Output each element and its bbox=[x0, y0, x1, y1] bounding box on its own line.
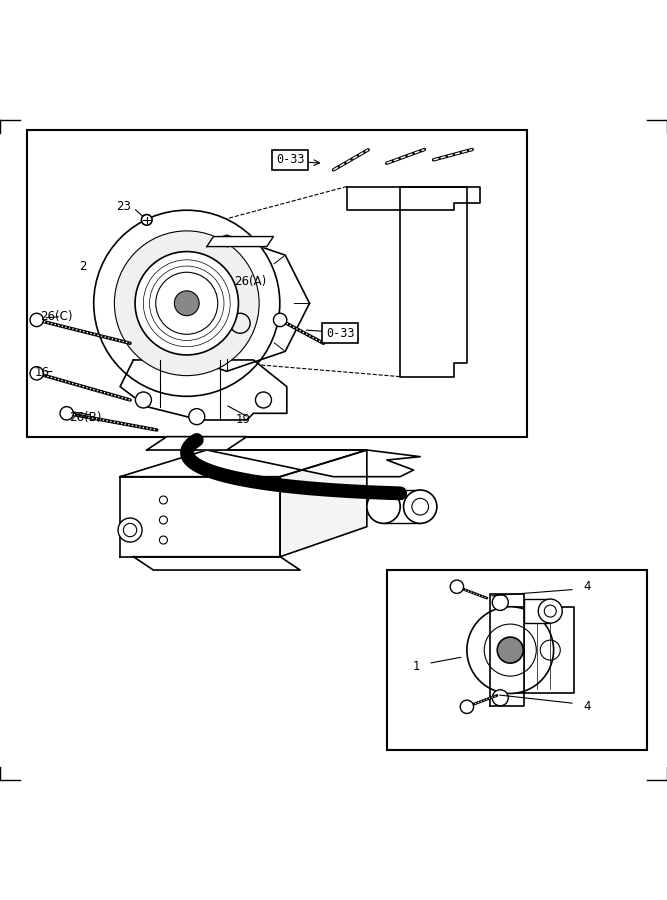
Text: 4: 4 bbox=[583, 700, 591, 714]
Circle shape bbox=[460, 700, 474, 714]
Bar bbox=[524, 599, 550, 623]
Polygon shape bbox=[400, 186, 467, 376]
Circle shape bbox=[93, 211, 280, 396]
Circle shape bbox=[141, 214, 152, 225]
Circle shape bbox=[538, 599, 562, 623]
Text: 1: 1 bbox=[413, 661, 421, 673]
Circle shape bbox=[118, 518, 142, 542]
Text: 19: 19 bbox=[236, 413, 251, 427]
Circle shape bbox=[450, 580, 464, 593]
Text: 26(A): 26(A) bbox=[234, 275, 266, 288]
Polygon shape bbox=[120, 450, 367, 477]
Circle shape bbox=[189, 409, 205, 425]
Circle shape bbox=[273, 313, 287, 327]
Text: 2: 2 bbox=[79, 260, 87, 273]
Polygon shape bbox=[144, 235, 309, 372]
Bar bbox=[27, 130, 527, 436]
Circle shape bbox=[30, 313, 43, 327]
Circle shape bbox=[255, 392, 271, 408]
Text: 16: 16 bbox=[35, 366, 49, 379]
Text: 4: 4 bbox=[583, 580, 591, 593]
Circle shape bbox=[135, 252, 239, 355]
Polygon shape bbox=[207, 450, 420, 477]
Text: 26(B): 26(B) bbox=[69, 411, 101, 425]
Circle shape bbox=[404, 490, 437, 524]
Polygon shape bbox=[207, 237, 273, 247]
Circle shape bbox=[135, 392, 151, 408]
Circle shape bbox=[174, 291, 199, 316]
Circle shape bbox=[30, 366, 43, 380]
Circle shape bbox=[467, 607, 554, 694]
Polygon shape bbox=[280, 450, 367, 557]
Circle shape bbox=[155, 272, 217, 334]
Text: 23: 23 bbox=[116, 200, 131, 213]
Circle shape bbox=[159, 516, 167, 524]
Polygon shape bbox=[120, 477, 280, 557]
Circle shape bbox=[367, 490, 400, 524]
Text: 0-33: 0-33 bbox=[276, 153, 304, 166]
Circle shape bbox=[497, 637, 523, 663]
Circle shape bbox=[159, 536, 167, 544]
Circle shape bbox=[115, 231, 259, 375]
Bar bbox=[387, 570, 647, 751]
Polygon shape bbox=[510, 607, 574, 694]
Circle shape bbox=[60, 407, 73, 420]
Polygon shape bbox=[133, 557, 300, 570]
Text: 0-33: 0-33 bbox=[326, 327, 354, 340]
Circle shape bbox=[492, 594, 508, 610]
Polygon shape bbox=[490, 594, 524, 706]
Polygon shape bbox=[120, 360, 287, 420]
Circle shape bbox=[492, 689, 508, 706]
Text: 26(C): 26(C) bbox=[41, 310, 73, 323]
Circle shape bbox=[159, 496, 167, 504]
Polygon shape bbox=[147, 436, 247, 450]
